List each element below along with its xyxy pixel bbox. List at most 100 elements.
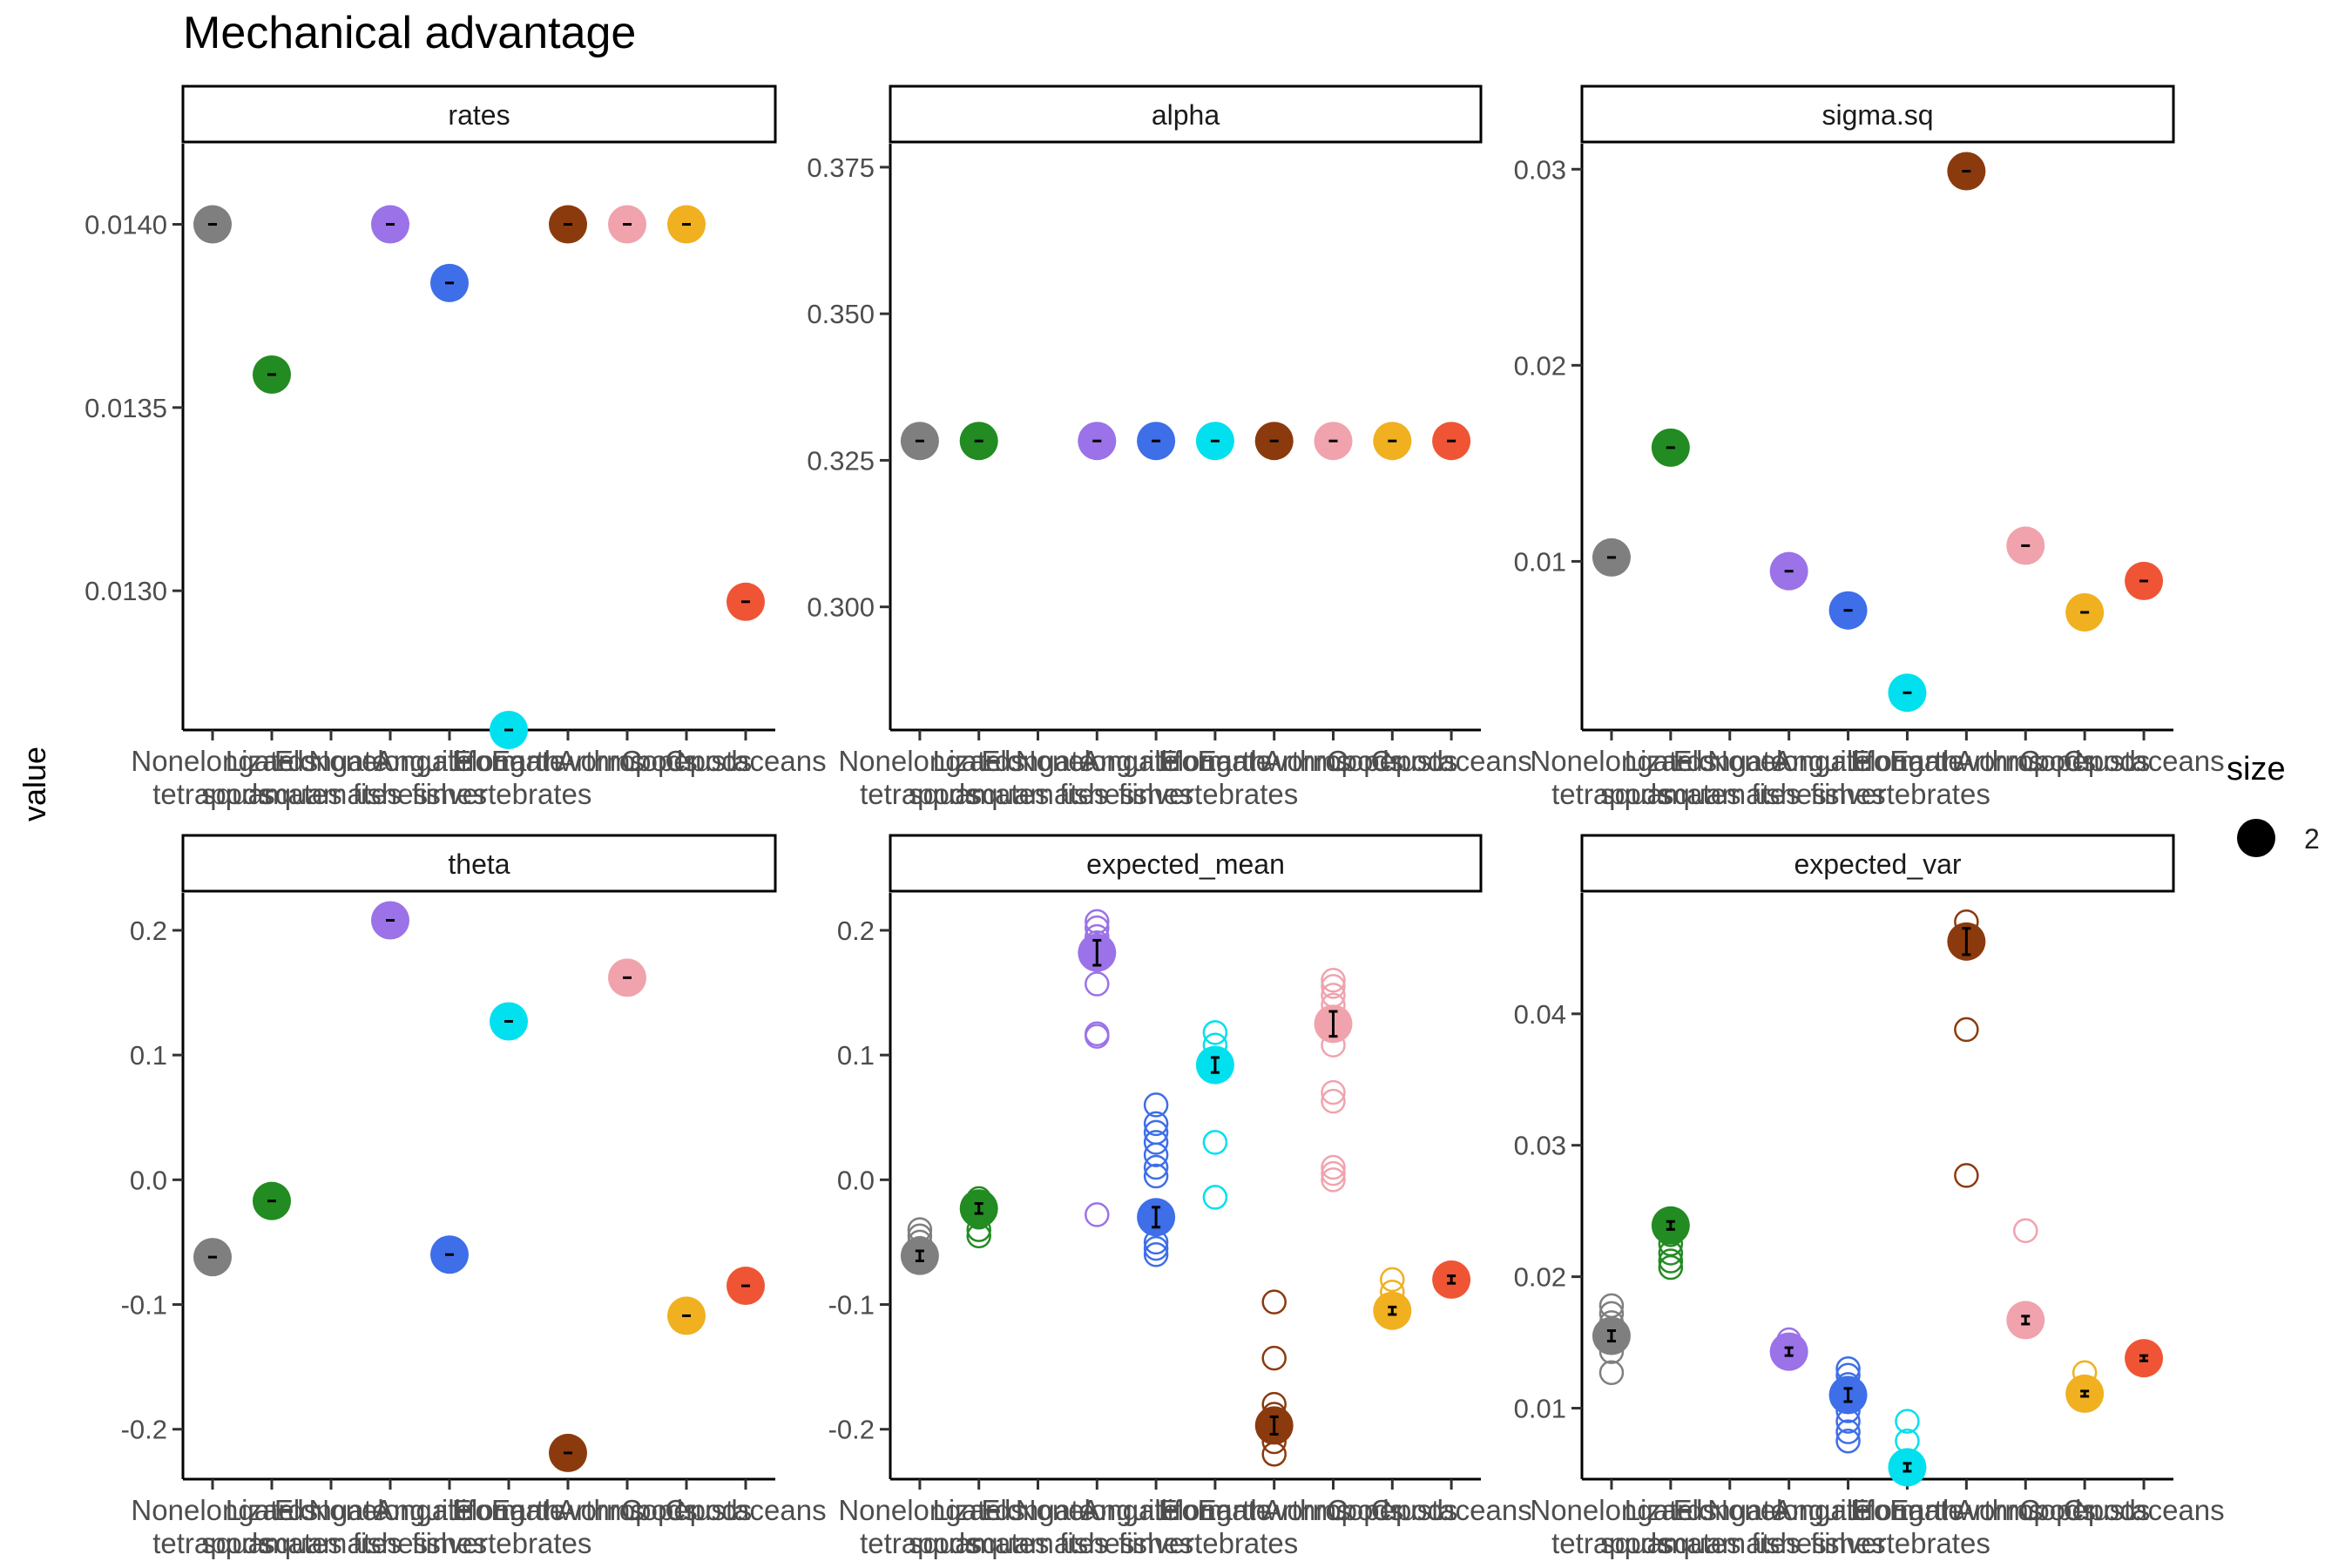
facet-strip-label: expected_mean xyxy=(1086,848,1285,880)
x-tick-label: Anguilliform xyxy=(1081,745,1231,777)
x-tick-label: tetrapods xyxy=(860,1527,980,1559)
x-tick-label: Anguilliform xyxy=(1773,745,1923,777)
replicate-point xyxy=(1380,1267,1405,1293)
x-tick-label: Arthropods xyxy=(1263,745,1403,777)
x-tick-label: Elongate xyxy=(1159,745,1272,777)
x-tick-label: Earthworms xyxy=(1198,1494,1351,1526)
x-tick-label: Nonelongate xyxy=(1707,745,1870,777)
x-tick-label: squamates xyxy=(909,778,1049,810)
x-tick-label: fishes xyxy=(353,778,428,810)
x-tick-label: squamates xyxy=(201,1527,341,1559)
y-tick-label: -0.1 xyxy=(828,1290,875,1321)
y-tick-label: 0.02 xyxy=(1514,350,1566,381)
y-tick-label: 0.0130 xyxy=(84,576,167,606)
x-tick-label: fishes xyxy=(1810,778,1885,810)
x-tick-label: Anguilliform xyxy=(375,745,524,777)
replicate-point xyxy=(1143,1154,1169,1180)
x-tick-label: Crustaceans xyxy=(665,745,826,777)
x-tick-label: squamates xyxy=(1600,1527,1740,1559)
x-tick-label: squamates xyxy=(260,778,401,810)
replicate-point xyxy=(1261,1442,1287,1467)
x-tick-label: fishes xyxy=(1059,778,1134,810)
x-tick-label: Arthropods xyxy=(557,745,697,777)
x-tick-label: Anguilliform xyxy=(1081,1494,1231,1526)
x-tick-label: invertebrates xyxy=(1824,1527,1990,1559)
x-tick-label: Nonelongate xyxy=(1016,745,1179,777)
replicate-point xyxy=(1321,1079,1346,1105)
legend-size-label: 2 xyxy=(2304,823,2320,855)
facet-panel-rates: rates0.01300.01350.0140Nonelongatetetrap… xyxy=(84,84,827,810)
facet-strip xyxy=(1580,84,2175,144)
replicate-point xyxy=(1321,967,1346,993)
x-tick-label: Elongate xyxy=(981,745,1094,777)
x-tick-label: Lizards xyxy=(1625,745,1717,777)
x-tick-label: Copepods xyxy=(1327,1494,1457,1526)
x-tick-label: Elongate xyxy=(274,745,388,777)
replicate-point xyxy=(1202,1130,1228,1155)
facet-strip-label: theta xyxy=(448,848,510,880)
x-tick-label: Nonelongate xyxy=(131,1494,294,1526)
facet-strip xyxy=(181,84,777,144)
legend-size-key xyxy=(2237,819,2275,857)
x-tick-label: fishes xyxy=(1752,778,1827,810)
facet-strip-label: rates xyxy=(448,99,510,131)
x-tick-label: squamates xyxy=(968,1527,1108,1559)
replicate-point xyxy=(1321,1154,1346,1180)
x-tick-label: Nonelongate xyxy=(838,1494,1001,1526)
x-tick-label: fishes xyxy=(1810,1527,1885,1559)
y-tick-label: 0.02 xyxy=(1514,1262,1566,1293)
x-tick-label: Earthworms xyxy=(1198,745,1351,777)
replicate-point xyxy=(1598,1360,1625,1386)
replicate-point xyxy=(1261,1345,1287,1371)
x-tick-label: Elongate xyxy=(1673,745,1787,777)
x-tick-label: Crustaceans xyxy=(665,1494,826,1526)
x-tick-label: Arthropods xyxy=(557,1494,697,1526)
x-tick-label: fishes xyxy=(1119,1527,1193,1559)
replicate-point xyxy=(1202,1185,1228,1210)
replicate-point xyxy=(1954,1163,1979,1188)
replicate-point xyxy=(1954,1017,1979,1043)
x-tick-label: Nonelongate xyxy=(1707,1494,1870,1526)
chart-title: Mechanical advantage xyxy=(183,8,637,58)
x-tick-label: Earthworms xyxy=(491,1494,645,1526)
x-tick-label: tetrapods xyxy=(152,778,273,810)
x-tick-label: squamates xyxy=(1659,1527,1800,1559)
facet-panel-expected-mean: expected_mean -0.2 -0.1 0.0 0.1 0.2 Nonelongat… xyxy=(828,834,1532,1559)
facet-panel-sigma-sq: sigma.sq0.010.020.03Nonelongatetetrapods… xyxy=(1514,84,2225,810)
replicate-point xyxy=(1085,971,1110,997)
replicate-point xyxy=(1143,1130,1169,1155)
replicate-point xyxy=(1321,1088,1346,1114)
replicate-point xyxy=(1658,1248,1684,1274)
y-tick-label: 0.04 xyxy=(1514,999,1566,1030)
x-tick-label: Lizards xyxy=(1625,1494,1717,1526)
facet-strip xyxy=(181,834,777,893)
replicate-point xyxy=(1143,1092,1169,1118)
y-tick-label: -0.2 xyxy=(828,1415,875,1445)
facet-strip-label: expected_var xyxy=(1794,848,1961,880)
x-tick-label: Elongate xyxy=(981,1494,1094,1526)
x-tick-label: Elongate xyxy=(1673,1494,1787,1526)
x-tick-label: fishes xyxy=(1752,1527,1827,1559)
x-tick-label: Nonelongate xyxy=(838,745,1001,777)
replicate-point xyxy=(1835,1428,1861,1454)
facet-strip-label: alpha xyxy=(1152,99,1220,131)
x-tick-label: tetrapods xyxy=(1551,1527,1672,1559)
y-tick-label: -0.2 xyxy=(121,1415,167,1445)
facet-strip xyxy=(1580,834,2175,893)
x-tick-label: tetrapods xyxy=(860,778,980,810)
y-tick-label: 0.0 xyxy=(130,1165,167,1195)
y-tick-label: 0.0135 xyxy=(84,393,167,423)
x-tick-label: Nonelongate xyxy=(308,745,471,777)
y-tick-label: 0.375 xyxy=(807,152,875,183)
y-tick-label: 0.325 xyxy=(807,445,875,476)
replicate-point xyxy=(1835,1419,1861,1444)
x-tick-label: invertebrates xyxy=(1132,778,1299,810)
replicate-point xyxy=(1261,1289,1287,1315)
x-tick-label: Lizards xyxy=(933,745,1025,777)
x-tick-label: squamates xyxy=(260,1527,401,1559)
x-tick-label: Crustaceans xyxy=(2063,745,2224,777)
x-tick-label: squamates xyxy=(1600,778,1740,810)
replicate-point xyxy=(1085,1024,1110,1049)
x-tick-label: Earthworms xyxy=(1889,745,2043,777)
